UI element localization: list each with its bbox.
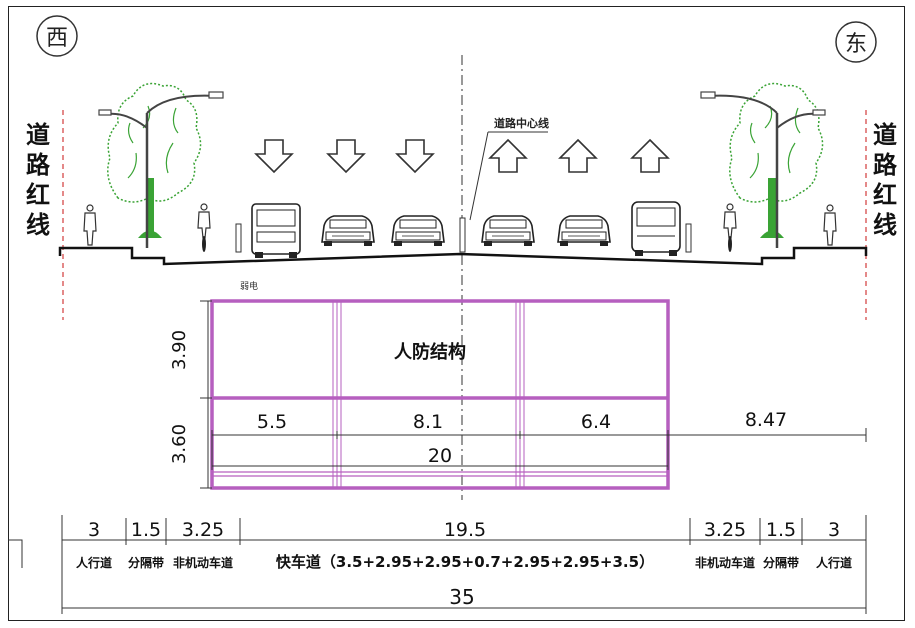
west-label: 西	[46, 26, 68, 51]
section-dimension-lines	[8, 515, 867, 614]
civil-defense-structure	[210, 299, 670, 490]
structure-total-width-label: 20	[428, 445, 452, 467]
section-width-label: 19.5	[444, 519, 486, 541]
section-width-label: 3	[88, 519, 100, 541]
cyclist-icon	[723, 203, 737, 253]
section-width-label: 3	[828, 519, 840, 541]
car-icon	[391, 215, 445, 247]
total-width-label: 35	[449, 585, 474, 609]
west-compass: 西	[36, 15, 78, 57]
section-name-label: 快车道（3.5+2.95+2.95+0.7+2.95+2.95+3.5）	[276, 553, 654, 571]
width-6-4-label: 6.4	[581, 411, 611, 433]
section-width-label: 3.25	[182, 519, 224, 541]
car-icon	[557, 215, 611, 247]
section-name-label: 人行道	[816, 555, 852, 570]
east-compass: 东	[835, 21, 877, 63]
pedestrian-icon	[83, 204, 97, 246]
center-line-label: 道路中心线	[494, 116, 549, 130]
width-8-1-label: 8.1	[413, 411, 443, 433]
section-name-label: 非机动车道	[173, 555, 233, 570]
van-icon	[631, 201, 681, 256]
down-arrow-icon	[327, 139, 365, 173]
west-red-line-text: 道路红线	[26, 121, 50, 239]
east-red-line-text: 道路红线	[873, 121, 897, 239]
section-name-label: 分隔带	[763, 555, 799, 570]
up-arrow-icon	[559, 139, 597, 173]
center-line-leader	[469, 131, 489, 221]
utility-label: 弱电	[240, 280, 258, 292]
down-arrow-icon	[255, 139, 293, 173]
up-arrow-icon	[631, 139, 669, 173]
width-5-5-label: 5.5	[257, 411, 287, 433]
bus-icon	[251, 203, 301, 258]
street-lamp-icon	[699, 90, 827, 250]
section-name-label: 人行道	[76, 555, 112, 570]
section-width-label: 1.5	[131, 519, 161, 541]
up-arrow-icon	[489, 139, 527, 173]
structure-label: 人防结构	[394, 341, 466, 363]
section-width-label: 1.5	[766, 519, 796, 541]
west-red-line-label: 道路红线	[25, 120, 51, 240]
road-surface-profile	[58, 246, 868, 266]
down-arrow-icon	[396, 139, 434, 173]
cyclist-icon	[197, 203, 211, 253]
offset-right-label: 8.47	[745, 409, 787, 431]
section-name-label: 非机动车道	[695, 555, 755, 570]
east-red-line-label: 道路红线	[872, 120, 898, 240]
drawing-frame	[8, 6, 905, 621]
pedestrian-icon	[823, 204, 837, 246]
width-dimension-lines	[211, 428, 867, 470]
height-dimension	[200, 300, 212, 489]
car-icon	[321, 215, 375, 247]
section-name-label: 分隔带	[128, 555, 164, 570]
car-icon	[481, 215, 535, 247]
east-label: 东	[845, 32, 867, 57]
height-top-label: 3.90	[169, 330, 190, 370]
height-bottom-label: 3.60	[169, 424, 190, 464]
section-width-label: 3.25	[704, 519, 746, 541]
